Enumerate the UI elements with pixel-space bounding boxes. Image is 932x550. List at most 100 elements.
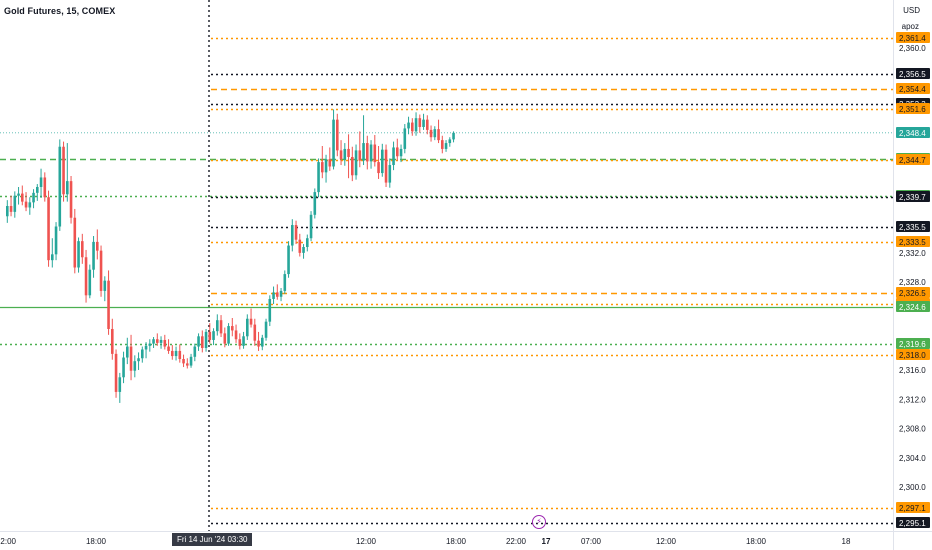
candle-body xyxy=(366,143,369,162)
candle-body xyxy=(77,241,80,268)
level-badge-15: 2,318.0 xyxy=(899,351,926,360)
candle-body xyxy=(54,226,58,255)
candle-body xyxy=(189,356,193,366)
level-badge-1: 2,356.5 xyxy=(899,70,926,79)
candle-body xyxy=(414,118,418,132)
candle-body xyxy=(369,144,373,162)
level-badge-6: 2,344.7 xyxy=(899,156,926,165)
candle-body xyxy=(317,162,320,193)
candle-body xyxy=(47,197,50,261)
candle-body xyxy=(358,150,362,161)
time-axis-divider xyxy=(0,531,932,532)
candle-body xyxy=(21,193,24,202)
level-badge-11: 2,326.5 xyxy=(899,289,926,298)
candle-body xyxy=(347,148,350,157)
candle-body xyxy=(6,206,9,217)
candle-body xyxy=(152,339,155,344)
candle-body xyxy=(88,269,92,296)
candle-body xyxy=(321,162,324,173)
candle-body xyxy=(216,320,219,332)
candle-body xyxy=(242,336,245,346)
candle-body xyxy=(114,353,118,392)
candle-body xyxy=(167,346,170,351)
x-tick-label: 12:00 xyxy=(0,537,17,546)
x-tick-label: 18:00 xyxy=(86,537,107,546)
candle-body xyxy=(17,193,20,196)
candle-body xyxy=(227,326,230,344)
candle-body xyxy=(452,132,455,140)
candle-body xyxy=(148,343,152,346)
candle-body xyxy=(324,159,328,173)
candle-body xyxy=(238,339,242,346)
candle-body xyxy=(377,162,380,174)
candle-body xyxy=(253,324,257,341)
candle-body xyxy=(234,330,238,340)
last-price-badge: 2,348.4 xyxy=(899,129,926,138)
level-badge-14: 2,319.6 xyxy=(899,340,926,349)
y-tick-label: 2,308.0 xyxy=(899,425,926,434)
candle-body xyxy=(32,192,35,203)
level-badge-15-bg xyxy=(896,349,930,360)
level-badge-1-bg xyxy=(896,68,930,79)
pane-name-label: apoz xyxy=(901,22,919,31)
level-badge-13: 2,324.6 xyxy=(899,303,926,312)
candle-body xyxy=(141,349,144,359)
candle-body xyxy=(39,177,43,187)
level-badge-0: 2,361.4 xyxy=(899,34,926,43)
candle-body xyxy=(99,250,103,291)
currency-label[interactable]: USD xyxy=(903,6,920,15)
candle-body xyxy=(144,345,148,350)
candle-body xyxy=(328,159,332,167)
candle-body xyxy=(96,241,99,251)
candle-body xyxy=(373,144,377,163)
candle-body xyxy=(223,333,227,344)
candle-body xyxy=(268,298,272,322)
last-price-badge-bg xyxy=(896,127,930,138)
candle-body xyxy=(302,247,305,253)
candle-body xyxy=(73,217,77,268)
x-tick-label: 17 xyxy=(542,537,551,546)
candle-body xyxy=(257,340,260,347)
candle-body xyxy=(403,128,407,149)
level-badge-13-bg xyxy=(896,301,930,312)
price-axis-divider xyxy=(893,0,894,550)
candle-body xyxy=(51,254,54,261)
candle-body xyxy=(396,147,399,157)
lightning-icon[interactable]: ⚡ xyxy=(532,515,546,529)
x-tick-label: 18 xyxy=(842,537,851,546)
level-badge-17-bg xyxy=(896,517,930,528)
candle-body xyxy=(298,239,302,253)
candle-body xyxy=(246,318,249,337)
y-tick-label: 2,316.0 xyxy=(899,366,926,375)
candle-body xyxy=(448,139,452,144)
candle-body xyxy=(212,331,215,340)
candle-body xyxy=(13,195,17,212)
candle-body xyxy=(392,147,395,166)
candle-body xyxy=(354,150,358,176)
candle-body xyxy=(264,321,268,338)
candle-body xyxy=(283,274,287,291)
candle-body xyxy=(201,336,204,349)
candle-body xyxy=(156,339,159,343)
candle-body xyxy=(66,181,69,195)
x-tick-label: 12:00 xyxy=(656,537,677,546)
level-badge-11-bg xyxy=(896,287,930,298)
candle-body xyxy=(208,331,212,340)
level-badge-10: 2,333.5 xyxy=(899,238,926,247)
candle-body xyxy=(411,122,414,132)
candle-body xyxy=(163,339,167,347)
candle-body xyxy=(351,156,354,176)
x-tick-label: 12:00 xyxy=(356,537,377,546)
candle-body xyxy=(24,201,28,208)
level-badge-14-bg xyxy=(896,338,930,349)
candle-body xyxy=(231,326,234,331)
candle-body xyxy=(129,346,133,371)
candle-body xyxy=(261,337,264,347)
candle-body xyxy=(294,225,298,240)
x-tick-label: 18:00 xyxy=(446,537,467,546)
candle-body xyxy=(407,122,410,129)
candle-body xyxy=(28,202,32,208)
candle-body xyxy=(122,357,125,378)
level-badge-2-bg xyxy=(896,83,930,94)
